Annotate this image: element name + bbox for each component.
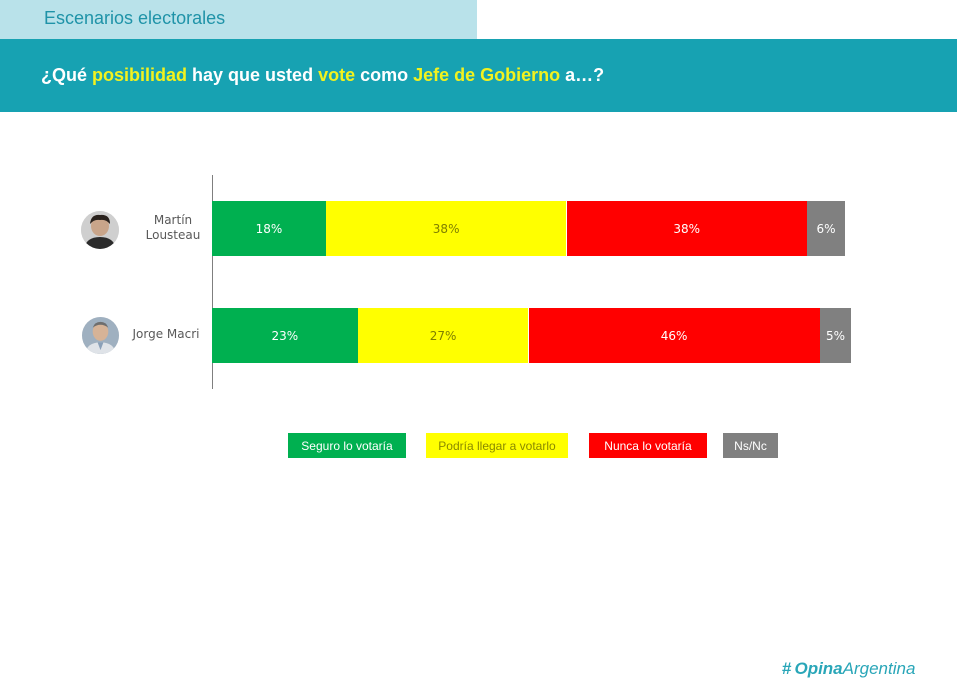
question-highlight-vote: vote	[318, 65, 356, 85]
question-part-2: hay que usted	[187, 65, 319, 85]
question-highlight-jefe: Jefe de Gobierno	[413, 65, 561, 85]
legend-podria: Podría llegar a votarlo	[426, 433, 568, 458]
legend-nsnc: Ns/Nc	[723, 433, 778, 458]
section-tab: Escenarios electorales	[0, 0, 477, 39]
bar-segment-podria: 38%	[325, 201, 567, 256]
avatar-lousteau-icon	[81, 211, 119, 249]
question-text: ¿Qué posibilidad hay que usted vote como…	[41, 65, 604, 86]
candidate-label-line: Lousteau	[145, 228, 201, 242]
bar-segment-nunca: 46%	[528, 308, 820, 363]
bar-segment-nunca: 38%	[566, 201, 807, 256]
bar-segment-nsnc: 5%	[819, 308, 852, 363]
bar-segment-seguro: 23%	[212, 308, 358, 363]
section-title: Escenarios electorales	[44, 8, 226, 28]
candidate-label-lousteau: Martín Lousteau	[140, 213, 206, 243]
candidate-label-line: Jorge Macri	[132, 327, 200, 341]
candidate-label-macri: Jorge Macri	[126, 327, 206, 342]
brand-logo: # OpinaArgentina	[782, 659, 915, 679]
legend-nunca: Nunca lo votaría	[589, 433, 707, 458]
avatar-macri-icon	[82, 317, 119, 354]
candidate-label-line: Martín	[153, 213, 193, 227]
question-highlight-posibilidad: posibilidad	[92, 65, 188, 85]
brand-hash-icon: #	[782, 659, 792, 678]
question-part-3: como	[355, 65, 414, 85]
y-axis-line	[212, 175, 213, 389]
question-part-1: ¿Qué	[41, 65, 93, 85]
bar-segment-nsnc: 6%	[807, 201, 845, 256]
brand-part-2: Argentina	[842, 659, 916, 678]
bar-segment-seguro: 18%	[212, 201, 326, 256]
brand-part-1: Opina	[794, 659, 843, 678]
question-banner: ¿Qué posibilidad hay que usted vote como…	[0, 39, 957, 112]
legend-seguro: Seguro lo votaría	[288, 433, 406, 458]
bar-segment-podria: 27%	[357, 308, 529, 363]
question-part-4: a…?	[560, 65, 605, 85]
